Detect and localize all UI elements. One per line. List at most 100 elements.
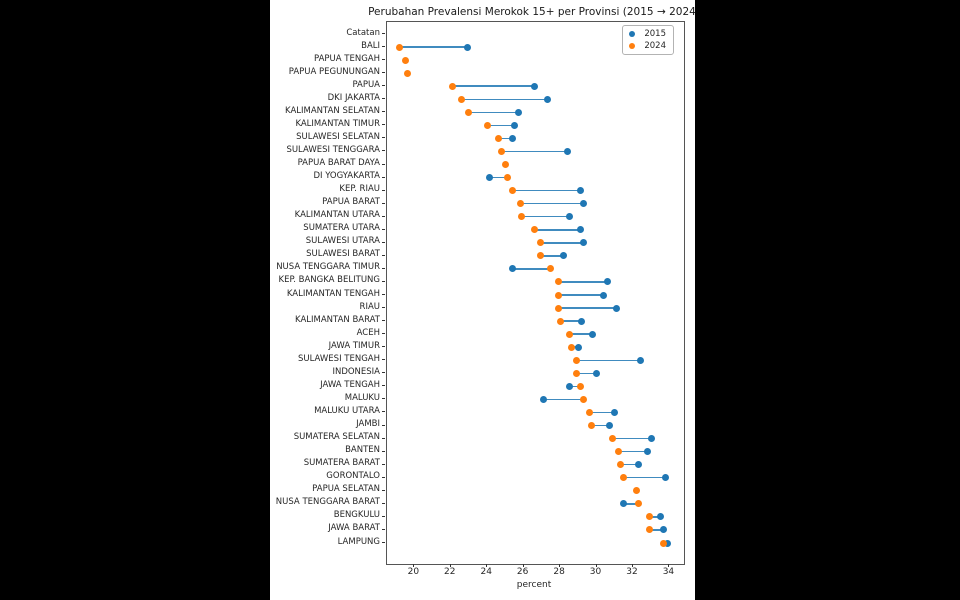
dot-2015 [603, 278, 611, 286]
dumbbell-connector [543, 398, 584, 401]
dumbbell-connector [623, 503, 639, 505]
dot-2024 [620, 474, 628, 482]
dumbbell-connector [452, 85, 535, 87]
dot-2015 [509, 265, 517, 273]
dumbbell-connector [558, 294, 604, 296]
y-tick-label: LAMPUNG [337, 536, 380, 547]
y-tick-label: SUMATERA BARAT [303, 458, 380, 469]
dumbbell-connector [520, 202, 584, 205]
dot-2015 [578, 317, 586, 325]
dot-2015 [509, 134, 517, 142]
y-tick-label: SULAWESI SELATAN [296, 131, 380, 142]
y-tick-label: DI YOGYAKARTA [313, 171, 380, 182]
dot-2024 [498, 147, 506, 155]
x-tick-label: 30 [589, 567, 602, 577]
y-tick-mark [382, 254, 385, 256]
y-tick-mark [382, 542, 385, 543]
x-tick-mark [631, 564, 633, 567]
dumbbell-connector [576, 359, 641, 362]
dumbbell-connector [489, 176, 508, 179]
dot-2015 [576, 187, 584, 195]
dot-2024 [572, 356, 580, 364]
dot-2024 [554, 304, 562, 312]
dumbbell-connector [569, 385, 581, 388]
y-tick-label: KALIMANTAN TENGAH [286, 288, 380, 299]
dot-2024 [554, 278, 562, 286]
y-tick-mark [382, 228, 385, 230]
y-tick-label: INDONESIA [332, 366, 380, 377]
dot-2015 [485, 174, 493, 182]
dumbbell-connector [540, 255, 564, 257]
dot-2024 [556, 317, 564, 325]
y-tick-label: KEP. BANGKA BELITUNG [278, 275, 381, 286]
y-tick-label: RIAU [359, 301, 380, 312]
dot-2015 [543, 95, 551, 103]
y-tick-mark [382, 137, 385, 139]
y-tick-mark [382, 502, 385, 504]
x-tick-label: 34 [662, 567, 675, 577]
y-tick-label: KALIMANTAN BARAT [295, 314, 380, 325]
x-tick-label: 32 [626, 567, 638, 577]
y-tick-mark [382, 280, 385, 282]
dumbbell-connector [487, 124, 515, 127]
dot-2015 [511, 121, 519, 129]
dumbbell-connector [620, 463, 639, 466]
y-tick-mark [382, 111, 385, 113]
dot-2024 [572, 369, 580, 377]
dot-2024 [465, 108, 473, 116]
dot-2015 [540, 395, 548, 403]
dot-2024 [614, 448, 622, 456]
plot-area [386, 21, 685, 565]
dumbbell-connector [512, 268, 551, 270]
x-tick-mark [595, 564, 597, 567]
legend-item-2024: 2024 [629, 41, 666, 51]
y-tick-mark [382, 385, 385, 387]
dot-2015 [656, 513, 664, 521]
y-tick-mark [382, 98, 385, 100]
dot-2024 [536, 252, 544, 260]
dot-2024 [547, 265, 555, 273]
y-tick-label: Catatan [346, 27, 380, 38]
x-tick-mark [486, 564, 488, 567]
dot-2024 [634, 500, 642, 508]
dot-2015 [605, 422, 613, 430]
y-tick-mark [382, 528, 385, 530]
dot-2015 [636, 356, 644, 364]
dot-2015 [611, 408, 619, 416]
y-tick-mark [382, 59, 385, 61]
dot-2024 [587, 422, 595, 430]
dot-2015 [634, 461, 642, 469]
dumbbell-connector [558, 307, 617, 309]
y-tick-label: SULAWESI UTARA [305, 236, 380, 247]
legend-label-2024: 2024 [644, 41, 666, 51]
y-tick-label: JAWA BARAT [328, 523, 380, 534]
dot-2024 [554, 291, 562, 299]
y-tick-mark [382, 489, 385, 491]
y-tick-label: NUSA TENGGARA BARAT [275, 497, 380, 508]
dot-2015 [613, 304, 621, 312]
dot-2024 [616, 461, 624, 469]
dot-2024 [518, 213, 526, 221]
dot-2024 [567, 343, 575, 351]
dot-2015 [565, 213, 573, 221]
y-tick-label: KALIMANTAN UTARA [294, 210, 380, 221]
y-tick-mark [382, 307, 385, 309]
y-tick-mark [382, 202, 385, 204]
y-tick-mark [382, 124, 385, 126]
y-tick-label: ACEH [356, 327, 380, 338]
dot-2024 [585, 408, 593, 416]
y-tick-mark [382, 450, 385, 452]
dot-2024 [501, 161, 509, 168]
dot-2024 [609, 435, 617, 443]
dot-2015 [580, 239, 588, 247]
y-tick-label: PAPUA BARAT [322, 197, 380, 208]
dot-2015 [531, 82, 539, 90]
y-tick-label: MALUKU UTARA [314, 405, 380, 416]
x-tick-mark [449, 564, 451, 567]
y-tick-label: PAPUA BARAT DAYA [297, 158, 380, 168]
y-tick-mark [382, 359, 385, 361]
dot-2015 [647, 435, 655, 443]
y-tick-label: NUSA TENGGARA TIMUR [276, 262, 380, 273]
y-tick-label: JAWA TIMUR [328, 340, 380, 351]
y-tick-mark [382, 333, 385, 335]
